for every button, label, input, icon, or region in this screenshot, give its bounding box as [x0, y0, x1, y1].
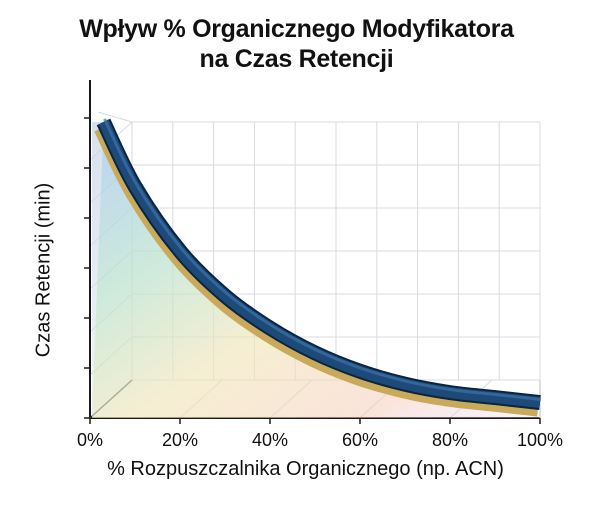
x-tick-label: 60% [342, 430, 378, 450]
area-sheen [92, 121, 540, 418]
x-tick-label: 40% [252, 430, 288, 450]
series-layer [92, 118, 542, 418]
chart-title-line-1: Wpływ % Organicznego Modyfikatora [79, 15, 514, 43]
x-tick-label: 20% [162, 430, 198, 450]
x-tick-label: 0% [77, 430, 103, 450]
x-tick-labels: 0% 20% 40% 60% 80% 100% [77, 430, 563, 450]
y-axis-label: Czas Retencji (min) [32, 182, 55, 358]
grid [89, 111, 541, 419]
grid-line-top [97, 111, 133, 123]
series-line [98, 119, 541, 409]
x-axis-label: % Rozpuszczalnika Organicznego (np. ACN) [107, 458, 504, 480]
chart-title-line-2: na Czas Retencji [199, 45, 394, 73]
chart-title: Wpływ % Organicznego Modyfikatora na Cza… [0, 14, 593, 74]
x-tick-label: 80% [432, 430, 468, 450]
series-highlight [103, 118, 542, 402]
x-tick-label: 100% [517, 430, 563, 450]
